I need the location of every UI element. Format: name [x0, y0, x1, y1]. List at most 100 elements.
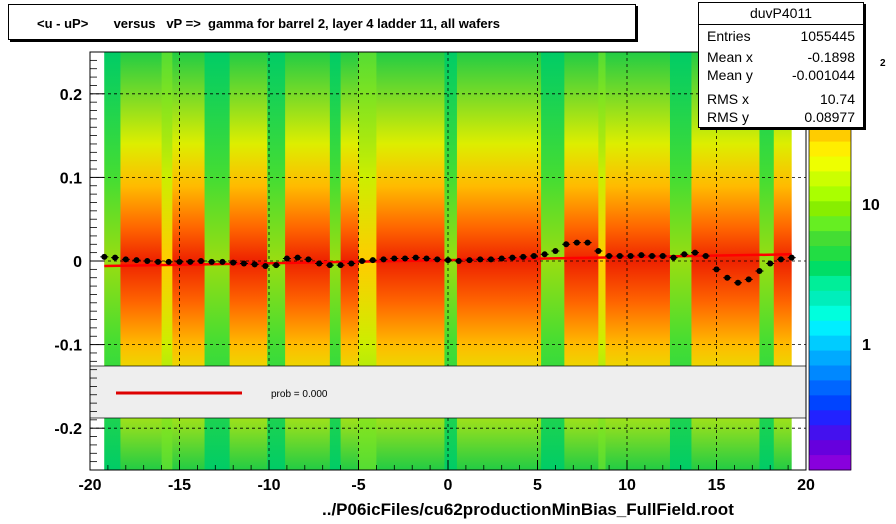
palette-swatch	[809, 246, 851, 262]
profile-point	[251, 261, 258, 268]
profile-point	[230, 259, 237, 266]
profile-point	[197, 258, 204, 264]
profile-point	[122, 256, 129, 263]
palette-swatch	[809, 216, 851, 232]
profile-point	[584, 239, 591, 246]
x-tick-label: 20	[797, 477, 815, 494]
x-tick-label: -20	[78, 477, 101, 494]
profile-point	[649, 252, 656, 259]
profile-point	[380, 256, 387, 263]
profile-point	[316, 260, 323, 267]
profile-point	[348, 260, 355, 267]
profile-point	[434, 256, 441, 263]
profile-point	[219, 258, 226, 265]
profile-point	[337, 262, 344, 269]
stats-row-mean-x: Mean x -0.1898	[707, 49, 855, 69]
profile-point	[530, 252, 537, 259]
profile-point	[692, 249, 699, 256]
profile-point	[745, 276, 752, 283]
profile-point	[563, 241, 570, 248]
stats-key: RMS x	[707, 91, 749, 107]
profile-point	[477, 256, 484, 263]
stats-value: 10.74	[819, 91, 855, 107]
profile-point	[423, 255, 430, 262]
palette-swatch	[809, 126, 851, 143]
profile-point	[552, 247, 559, 254]
stats-row-entries: Entries 1055445	[707, 28, 855, 48]
profile-point	[498, 255, 505, 262]
y-tick-label: 0.1	[60, 170, 82, 187]
profile-point	[391, 255, 398, 262]
heatmap-stripe	[104, 52, 121, 470]
y-tick-label: 0	[73, 254, 82, 271]
x-tick-label: -10	[257, 477, 280, 494]
profile-point	[402, 255, 409, 262]
profile-point	[606, 252, 613, 259]
palette-swatch	[809, 275, 851, 292]
profile-point	[176, 258, 183, 265]
profile-point	[788, 254, 795, 261]
stats-key: Entries	[707, 28, 751, 44]
profile-point	[155, 258, 162, 265]
profile-point	[595, 247, 602, 254]
profile-point	[455, 258, 462, 264]
profile-series	[100, 239, 796, 286]
profile-point	[466, 257, 473, 264]
plot-title: <u - uP> versus vP => gamma for barrel 2…	[37, 16, 500, 31]
stats-row-rms-x: RMS x 10.74	[707, 91, 855, 111]
palette-swatch	[809, 201, 851, 217]
profile-point	[734, 279, 741, 286]
palette-swatch	[809, 425, 851, 441]
palette-swatch	[809, 186, 851, 202]
stats-box: duvP4011 Entries 1055445 Mean x -0.1898 Me…	[698, 2, 864, 128]
profile-point	[670, 254, 677, 261]
stats-title: duvP4011	[699, 3, 863, 25]
palette-swatch	[809, 455, 851, 471]
palette-exponent: 2	[880, 58, 886, 69]
palette-swatch	[809, 335, 851, 352]
x-tick-label: 5	[533, 477, 542, 494]
profile-point	[520, 253, 527, 260]
stats-key: Mean y	[707, 67, 753, 83]
palette-swatch	[809, 290, 851, 307]
palette-swatch	[809, 440, 851, 456]
y-tick-label: -0.1	[54, 338, 82, 355]
profile-point	[445, 257, 451, 264]
profile-point	[112, 254, 119, 261]
profile-point	[724, 274, 731, 281]
profile-point	[713, 266, 720, 273]
stats-value: -0.1898	[807, 49, 855, 65]
palette-swatch	[809, 410, 851, 426]
palette-swatch	[809, 320, 851, 337]
stats-row-mean-y: Mean y -0.001044	[707, 67, 855, 87]
profile-point	[101, 253, 108, 260]
profile-point	[262, 263, 269, 270]
palette-swatch	[809, 365, 851, 381]
x-tick-label: 15	[708, 477, 726, 494]
profile-point	[283, 255, 290, 262]
palette-swatch	[809, 171, 851, 187]
palette-swatch	[809, 231, 851, 247]
profile-point	[305, 256, 312, 263]
profile-point	[144, 258, 151, 264]
x-tick-label: -15	[168, 477, 191, 494]
profile-point	[509, 254, 516, 261]
palette-swatch	[809, 350, 851, 366]
stats-value: 0.08977	[804, 109, 855, 125]
x-tick-label: -5	[351, 477, 365, 494]
palette-label-1: 1	[862, 337, 871, 354]
profile-point	[702, 252, 709, 259]
profile-point	[273, 262, 280, 269]
profile-point	[616, 252, 623, 259]
profile-point	[240, 260, 247, 267]
palette-swatch	[809, 380, 851, 396]
profile-point	[487, 256, 494, 263]
stats-key: RMS y	[707, 109, 749, 125]
profile-point	[187, 258, 194, 265]
y-tick-label: 0.2	[60, 87, 82, 104]
heatmap-stripe	[759, 52, 774, 470]
profile-point	[133, 257, 140, 264]
profile-point	[359, 258, 366, 264]
profile-point	[165, 258, 172, 265]
